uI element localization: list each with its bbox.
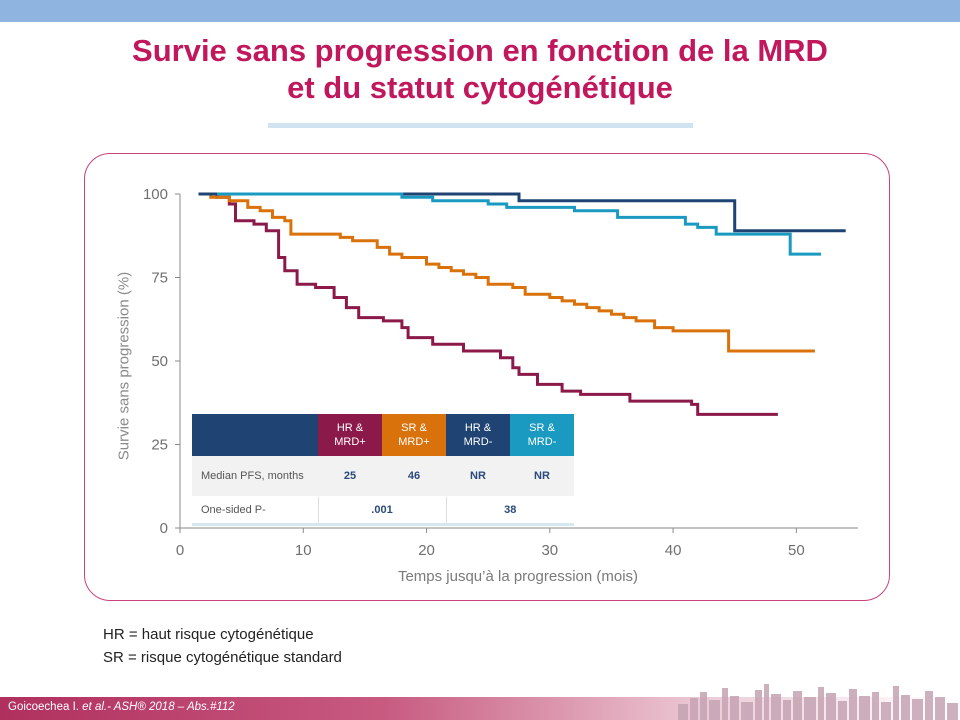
city-skyline-decoration xyxy=(678,684,958,720)
chart-axes: 0 25 50 75 100 0 10 20 30 40 50 xyxy=(143,186,858,559)
table-header-row: HR & MRD+ SR & MRD+ HR & MRD- SR & MRD- xyxy=(192,414,574,456)
median-pfs-sr-mrd-neg: NR xyxy=(510,456,574,497)
y-axis-title: Survie sans progression (%) xyxy=(115,271,133,461)
x-tick-label: 0 xyxy=(176,542,184,559)
y-tick-label: 75 xyxy=(151,270,168,287)
y-tick-label: 50 xyxy=(151,353,168,370)
survival-curves xyxy=(198,192,846,416)
p-value-mrd-neg: 38 xyxy=(445,496,574,526)
table-row-p-value: One-sided P- .001 38 xyxy=(192,496,574,526)
median-pfs-table: HR & MRD+ SR & MRD+ HR & MRD- SR & MRD- Medi… xyxy=(192,414,574,526)
abbreviation-sr: SR = risque cytogénétique standard xyxy=(103,649,342,666)
abbreviation-notes: HR = haut risque cytogénétique SR = risq… xyxy=(103,623,342,669)
slide-title: Survie sans progression en fonction de l… xyxy=(0,32,960,106)
x-tick-label: 10 xyxy=(295,542,312,559)
footer-citation: Goicoechea I. et al.- ASH® 2018 – Abs.#1… xyxy=(8,701,235,713)
series-line-2 xyxy=(198,192,846,233)
y-tick-label: 25 xyxy=(151,437,168,454)
x-tick-label: 20 xyxy=(418,542,435,559)
slide-title-line1: Survie sans progression en fonction de l… xyxy=(132,33,828,68)
p-value-mrd-pos: .001 xyxy=(317,496,446,526)
citation-meeting: .- ASH® 2018 – Abs.#112 xyxy=(103,701,235,713)
series-line-1 xyxy=(198,192,815,353)
chart-frame xyxy=(84,153,890,601)
abbreviation-hr: HR = haut risque cytogénétique xyxy=(103,626,314,643)
series-line-3 xyxy=(217,192,821,256)
y-tick-label: 0 xyxy=(160,520,168,537)
median-pfs-sr-mrd-pos: 46 xyxy=(382,456,446,497)
series-line-0 xyxy=(198,192,778,416)
citation-etal: et al xyxy=(82,701,104,713)
citation-author: Goicoechea I. xyxy=(8,701,83,713)
table-row-median-pfs: Median PFS, months 25 46 NR NR xyxy=(192,456,574,497)
y-tick-label: 100 xyxy=(143,186,168,203)
median-pfs-label: Median PFS, months xyxy=(192,456,318,497)
top-band xyxy=(0,0,960,22)
x-tick-label: 40 xyxy=(665,542,682,559)
slide-title-line2: et du statut cytogénétique xyxy=(287,70,673,105)
median-pfs-hr-mrd-neg: NR xyxy=(446,456,510,497)
table-header-hr-mrd-neg: HR & MRD- xyxy=(446,414,510,456)
table-header-hr-mrd-pos: HR & MRD+ xyxy=(318,414,382,456)
p-value-label: One-sided P- xyxy=(192,496,318,526)
median-pfs-hr-mrd-pos: 25 xyxy=(318,456,382,497)
x-axis-title: Temps jusqu’à la progression (mois) xyxy=(397,568,639,585)
table-corner-cell xyxy=(192,414,318,456)
table-header-sr-mrd-pos: SR & MRD+ xyxy=(382,414,446,456)
x-tick-label: 30 xyxy=(541,542,558,559)
table-header-sr-mrd-neg: SR & MRD- xyxy=(510,414,574,456)
title-underline xyxy=(268,123,693,128)
x-tick-label: 50 xyxy=(788,542,805,559)
